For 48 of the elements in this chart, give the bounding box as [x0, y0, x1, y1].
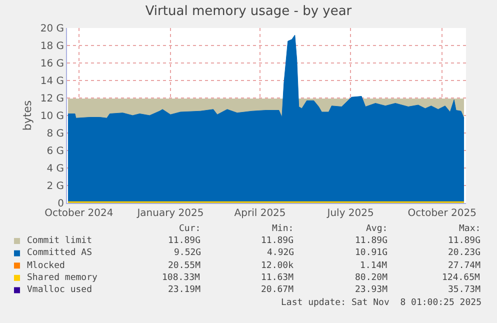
text: 20.55M	[168, 261, 202, 271]
y-tick-label: 12 G	[40, 94, 64, 104]
y-tick-label: 18 G	[40, 41, 64, 52]
text: 10.91G	[355, 248, 388, 258]
y-tick-label: 14 G	[40, 76, 64, 87]
legend-label: Commit limit	[27, 236, 92, 246]
text: Last update: Sat Nov 8 01:00:25 2025	[281, 298, 482, 308]
y-tick-label: 8 G	[46, 128, 64, 140]
legend-label: Committed AS	[27, 248, 92, 258]
text: 27.74M	[448, 261, 482, 271]
text: 4.92G	[267, 248, 294, 258]
y-tick-label: 10 G	[40, 111, 64, 122]
text: 20.67M	[261, 285, 294, 295]
text: 9.52G	[174, 248, 202, 258]
text: 11.63M	[261, 273, 294, 283]
y-tick-label: 2 G	[46, 181, 64, 192]
text: 124.65M	[442, 273, 481, 283]
text: Cur:	[179, 224, 201, 234]
y-axis-title: bytes	[20, 100, 34, 131]
x-tick-label: October 2024	[44, 208, 114, 219]
y-tick-label: 16 G	[40, 58, 64, 70]
text: 23.93M	[355, 285, 388, 295]
text: 108.33M	[162, 273, 201, 283]
text: 80.20M	[355, 273, 388, 283]
y-tick-label: 6 G	[46, 146, 64, 157]
x-tick-label: October 2025	[408, 208, 476, 219]
text: 11.89G	[448, 236, 481, 246]
text: 11.89G	[168, 236, 201, 246]
text: Min:	[272, 224, 294, 234]
legend-label: Shared memory	[27, 273, 98, 283]
x-tick-label: January 2025	[136, 208, 204, 219]
text: 20.23G	[448, 248, 481, 258]
y-tick-label: 20 G	[40, 24, 64, 34]
y-tick-label: 4 G	[46, 164, 64, 174]
text: 1.14M	[360, 261, 388, 271]
text: Avg:	[366, 224, 388, 234]
text: 11.89G	[261, 236, 294, 246]
text: Max:	[459, 224, 481, 234]
text: 11.89G	[355, 236, 388, 246]
text: 35.73M	[448, 285, 482, 295]
x-tick-label: July 2025	[326, 208, 374, 219]
legend-label: Mlocked	[27, 261, 65, 271]
legend-label: Vmalloc used	[27, 285, 92, 295]
y-tick-label: 0	[58, 198, 64, 210]
x-tick-label: April 2025	[234, 208, 286, 219]
text: 23.19M	[168, 285, 202, 295]
text: 12.00k	[261, 261, 294, 271]
chart-title: Virtual memory usage - by year	[145, 4, 352, 20]
